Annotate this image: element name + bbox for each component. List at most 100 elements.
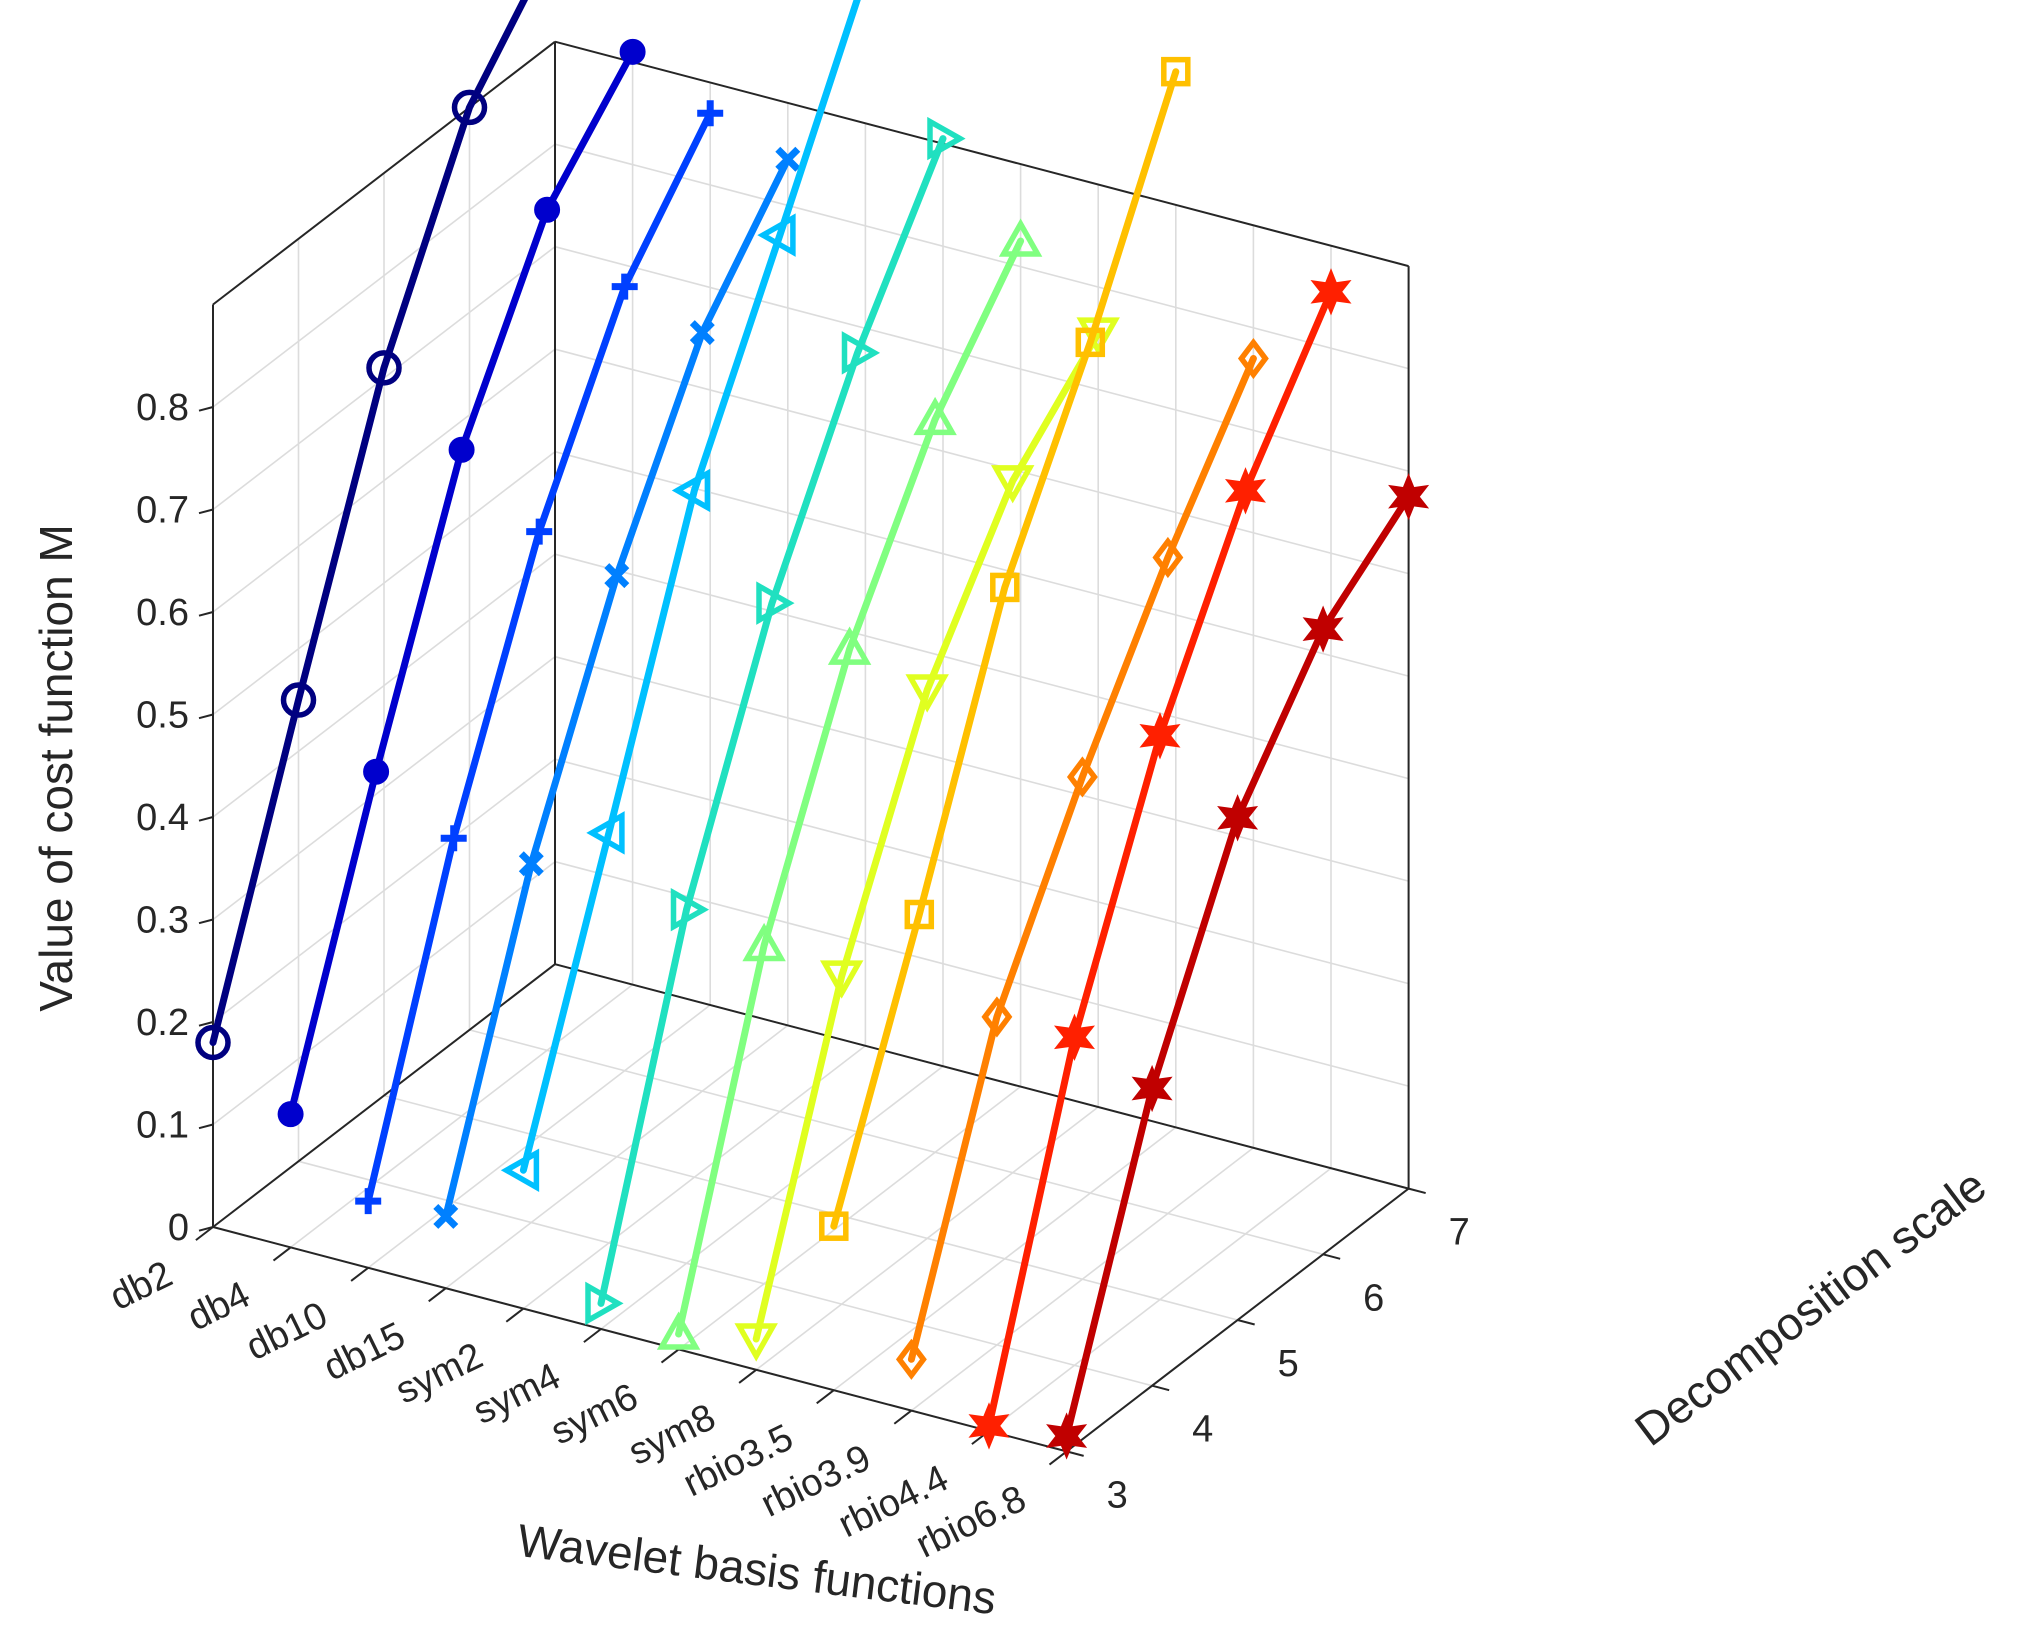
data-point-db10-scale3 <box>355 1188 382 1215</box>
z-tick <box>198 816 214 822</box>
z-tick-label: 0.6 <box>136 592 189 634</box>
y-tick <box>1237 1319 1255 1326</box>
data-point-rbio6.8-scale6 <box>1302 605 1344 653</box>
x-tick <box>272 1246 292 1262</box>
y-tick-label: 6 <box>1363 1277 1384 1319</box>
x-tick <box>195 1226 214 1241</box>
data-point-sym6-scale5 <box>827 626 872 665</box>
x-tick <box>893 1409 913 1425</box>
z-tick-label: 0.5 <box>136 695 189 737</box>
data-point-db4-scale7 <box>619 38 646 65</box>
data-point-rbio3.5-scale5 <box>990 572 1020 603</box>
back-wall-grid-z <box>554 758 1409 985</box>
data-point-rbio4.4-scale3 <box>968 1402 1010 1450</box>
data-point-db4-scale5 <box>448 436 475 463</box>
x-tick <box>738 1369 757 1384</box>
series-sym2 <box>500 0 861 1192</box>
x-tick <box>350 1267 369 1282</box>
back-wall-grid-z <box>554 245 1409 472</box>
z-axis-label: Value of cost function M <box>30 524 82 1012</box>
left-wall-grid-z <box>212 451 556 716</box>
series-line-rbio4.4 <box>985 288 1335 1430</box>
data-point-sym8-scale6 <box>990 465 1035 504</box>
data-point-db15-scale6 <box>689 320 715 346</box>
data-point-rbio3.9-scale3 <box>895 1338 927 1380</box>
series-line-rbio3.5 <box>830 68 1180 1230</box>
left-wall-grid-z <box>212 861 556 1126</box>
data-point-rbio3.9-scale5 <box>1066 756 1098 798</box>
x-tick <box>583 1328 602 1343</box>
data-point-sym2-scale3 <box>500 1148 540 1192</box>
x-axis-line <box>212 1226 1067 1453</box>
data-point-sym4-scale5 <box>756 581 795 625</box>
series-db15 <box>433 146 801 1229</box>
data-point-sym6-scale6 <box>913 396 957 436</box>
data-point-sym4-scale3 <box>585 1281 624 1326</box>
back-wall-grid-z <box>554 655 1409 882</box>
data-point-rbio4.4-scale4 <box>1053 1013 1096 1061</box>
z-tick-label: 0.7 <box>136 490 189 532</box>
data-point-db4-scale6 <box>534 196 561 223</box>
series-line-db2 <box>209 0 529 1046</box>
data-point-rbio6.8-scale5 <box>1217 794 1259 842</box>
data-point-db4-scale4 <box>363 758 390 785</box>
z-tick <box>198 1021 214 1027</box>
floor-grid-y <box>298 1160 1153 1387</box>
floor-grid-y <box>469 1029 1324 1256</box>
data-point-sym4-scale4 <box>670 887 710 932</box>
grid-layer <box>212 41 1410 1453</box>
data-point-rbio4.4-scale7 <box>1310 268 1352 316</box>
data-point-sym4-scale7 <box>927 116 966 161</box>
data-point-sym2-scale4 <box>586 811 625 855</box>
z-tick-label: 0.4 <box>136 797 189 839</box>
data-point-sym8-scale4 <box>819 960 864 999</box>
data-point-db10-scale7 <box>697 100 724 127</box>
data-point-rbio4.4-scale6 <box>1224 467 1267 515</box>
data-point-db2-scale6 <box>451 89 488 126</box>
data-point-sym4-scale6 <box>841 331 881 375</box>
data-point-rbio3.9-scale6 <box>1152 536 1184 579</box>
data-point-sym2-scale6 <box>757 213 796 257</box>
data-point-db2-scale5 <box>366 350 402 386</box>
x-tick <box>660 1348 680 1364</box>
series-db2 <box>195 0 529 1061</box>
data-point-sym8-scale3 <box>734 1323 778 1362</box>
data-point-rbio6.8-scale3 <box>1046 1412 1088 1460</box>
data-point-sym2-scale5 <box>671 468 711 513</box>
data-point-sym8-scale5 <box>905 674 949 713</box>
series-rbio6.8 <box>1046 473 1430 1460</box>
data-point-db10-scale6 <box>611 273 638 300</box>
data-point-rbio3.5-scale7 <box>1161 56 1191 87</box>
x-tick <box>816 1389 835 1405</box>
data-point-rbio3.5-scale4 <box>904 899 935 930</box>
data-point-rbio3.5-scale3 <box>819 1211 849 1241</box>
z-tick-label: 0 <box>168 1207 189 1249</box>
z-tick <box>198 1123 214 1130</box>
series-rbio3.5 <box>819 56 1191 1241</box>
data-point-db10-scale4 <box>440 825 467 852</box>
series-rbio4.4 <box>968 268 1352 1450</box>
data-point-db10-scale5 <box>526 518 553 545</box>
y-axis-label: Decomposition scale <box>1625 1159 1995 1456</box>
data-point-rbio3.9-scale4 <box>981 996 1013 1038</box>
data-point-rbio3.9-scale7 <box>1237 337 1269 380</box>
left-wall-grid-z <box>212 348 556 613</box>
floor-grid-y <box>383 1094 1238 1321</box>
series-layer <box>195 0 1430 1460</box>
back-wall-grid-z <box>554 143 1409 370</box>
data-point-db15-scale5 <box>604 563 630 589</box>
y-tick-label: 7 <box>1449 1212 1470 1254</box>
series-line-sym8 <box>752 329 1102 1343</box>
left-wall-grid-z <box>212 143 556 408</box>
z-tick <box>198 713 214 720</box>
data-point-db2-scale4 <box>280 682 317 718</box>
left-wall-grid-z <box>212 553 556 818</box>
y-tick <box>1408 1187 1426 1195</box>
z-tick <box>198 406 214 412</box>
back-wall-grid-z <box>554 348 1409 575</box>
left-wall-grid-z <box>212 758 556 1023</box>
series-line-sym2 <box>519 0 861 1174</box>
z-tick <box>198 611 214 617</box>
data-point-db15-scale3 <box>433 1203 459 1229</box>
